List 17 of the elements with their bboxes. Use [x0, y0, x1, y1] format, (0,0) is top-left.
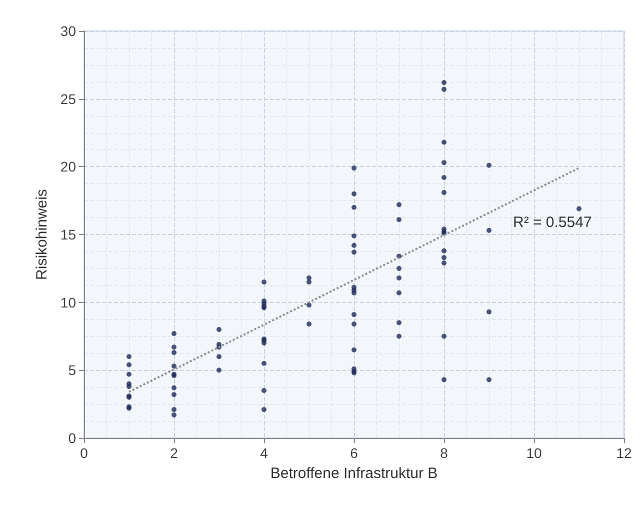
- y-axis-title: Risikohinweis: [34, 189, 51, 280]
- x-tick-label: 2: [170, 445, 178, 461]
- x-tick-label: 12: [616, 445, 632, 461]
- x-tick-label: 8: [440, 445, 448, 461]
- x-tick-label: 10: [526, 445, 542, 461]
- y-tick-label: 0: [68, 430, 76, 446]
- x-axis-title: Betroffene Infrastruktur B: [270, 465, 438, 482]
- y-tick-label: 30: [60, 23, 76, 39]
- y-tick-label: 5: [68, 362, 76, 378]
- y-tick-label: 15: [60, 226, 76, 242]
- y-tick-label: 10: [60, 294, 76, 310]
- x-tick-label: 0: [80, 445, 88, 461]
- y-tick-label: 20: [60, 158, 76, 175]
- x-tick-label: 4: [260, 445, 268, 461]
- x-tick-label: 6: [350, 445, 358, 461]
- annotation: R² = 0.5547: [513, 214, 592, 231]
- y-tick-label: 25: [60, 90, 76, 107]
